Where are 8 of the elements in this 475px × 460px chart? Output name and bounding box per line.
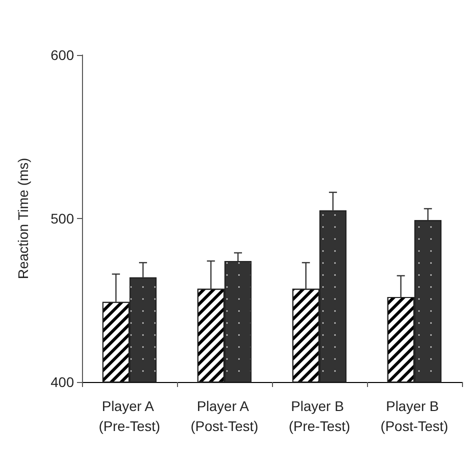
x-tick-label: Player A (Post-Test) [190, 398, 258, 434]
y-tick-label: 600 [50, 47, 74, 63]
x-tick-label: Player A (Pre-Test) [98, 398, 160, 434]
x-tick-label: Player B (Pre-Test) [288, 398, 350, 434]
y-tick-label: 400 [50, 374, 74, 390]
y-axis-title: Reaction Time (ms) [15, 158, 31, 280]
y-tick-label: 500 [50, 210, 74, 226]
x-tick-label: Player B (Post-Test) [380, 398, 448, 434]
